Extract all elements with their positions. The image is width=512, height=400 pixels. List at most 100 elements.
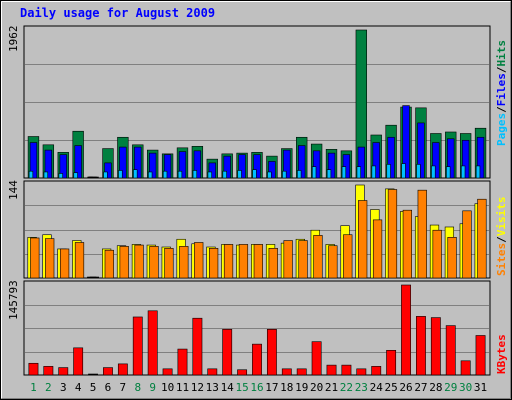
bar-files-day-9 xyxy=(149,152,157,179)
bar-kbytes-day-30 xyxy=(460,360,471,376)
bar-kbytes-day-23 xyxy=(356,368,367,376)
bar-sites-day-1 xyxy=(30,237,40,279)
bar-kbytes-day-2 xyxy=(43,366,54,376)
x-tick-label: 18 xyxy=(280,381,293,394)
bar-files-day-16 xyxy=(253,154,261,179)
bar-sites-day-13 xyxy=(209,247,219,279)
bar-sites-day-14 xyxy=(223,244,234,279)
bar-sites-day-24 xyxy=(372,219,383,279)
bar-pages-day-18 xyxy=(282,170,287,179)
bar-kbytes-day-25 xyxy=(386,350,397,376)
bar-files-day-13 xyxy=(208,162,216,179)
bar-files-day-25 xyxy=(387,136,395,179)
bar-sites-day-5 xyxy=(89,276,100,279)
bar-pages-day-2 xyxy=(43,171,49,179)
bar-files-day-18 xyxy=(283,149,291,179)
bar-pages-day-8 xyxy=(133,169,138,179)
bar-pages-day-3 xyxy=(58,173,63,179)
x-tick-label: 7 xyxy=(120,381,127,394)
bar-pages-day-17 xyxy=(267,171,272,179)
x-axis-labels: 1 2 3 4 5 6 7 8 9 10 11 12 13 14 15 16 17 18 19 20 21 22 23 24 2… xyxy=(30,381,487,394)
bar-kbytes-day-14 xyxy=(222,329,233,376)
x-tick-label: 24 xyxy=(370,381,384,394)
bar-kbytes-day-21 xyxy=(326,364,337,376)
x-tick-label: 10 xyxy=(161,381,174,394)
bar-pages-day-21 xyxy=(326,169,332,179)
bar-kbytes-day-9 xyxy=(147,310,158,376)
panel-visits-ymax-label: 144 xyxy=(7,180,20,200)
bar-pages-day-15 xyxy=(237,170,242,179)
bar-files-day-1 xyxy=(29,142,38,179)
bar-kbytes-day-3 xyxy=(58,367,69,376)
x-tick-label: 28 xyxy=(429,381,442,394)
bar-pages-day-20 xyxy=(311,166,317,179)
x-tick-label: 8 xyxy=(134,381,141,394)
bar-files-day-20 xyxy=(312,150,321,179)
bar-sites-day-10 xyxy=(164,247,174,279)
bar-files-day-23 xyxy=(357,146,365,179)
bar-kbytes-day-4 xyxy=(73,347,84,376)
bar-pages-day-4 xyxy=(73,172,78,179)
bar-sites-day-30 xyxy=(462,210,472,279)
bar-pages-day-27 xyxy=(416,164,421,179)
bar-files-day-15 xyxy=(238,154,246,179)
bar-kbytes-day-5 xyxy=(88,373,98,376)
bar-kbytes-day-11 xyxy=(177,348,188,376)
bar-files-day-7 xyxy=(119,146,127,179)
bar-files-day-10 xyxy=(163,154,172,179)
bar-files-day-17 xyxy=(268,161,276,179)
bar-files-day-19 xyxy=(298,145,306,179)
bar-sites-day-28 xyxy=(432,229,442,279)
x-tick-label: 30 xyxy=(459,381,472,394)
x-tick-label: 15 xyxy=(235,381,248,394)
bar-sites-day-6 xyxy=(104,249,114,279)
bar-sites-day-7 xyxy=(119,246,129,279)
legend-visits-sites: Sites/Visits xyxy=(495,197,508,277)
legend-sep: / xyxy=(495,236,508,243)
bar-sites-day-31 xyxy=(477,198,487,279)
bar-pages-day-6 xyxy=(103,171,108,179)
bar-kbytes-day-17 xyxy=(266,329,277,376)
bar-files-day-27 xyxy=(417,122,425,179)
x-tick-label: 26 xyxy=(399,381,412,394)
bar-sites-day-21 xyxy=(328,245,338,279)
bar-pages-day-19 xyxy=(297,170,302,179)
bar-pages-day-9 xyxy=(148,171,153,179)
bar-pages-day-14 xyxy=(222,170,227,179)
bar-sites-day-26 xyxy=(402,209,412,279)
bar-pages-day-31 xyxy=(475,165,481,179)
x-tick-label: 9 xyxy=(149,381,156,394)
bar-kbytes-day-12 xyxy=(192,317,203,376)
bar-kbytes-day-19 xyxy=(296,368,307,376)
bar-files-day-3 xyxy=(59,154,67,179)
bar-pages-day-10 xyxy=(162,170,168,179)
bar-kbytes-day-15 xyxy=(237,369,248,376)
legend-sep: / xyxy=(495,106,508,113)
x-tick-label: 23 xyxy=(355,381,368,394)
bar-kbytes-day-29 xyxy=(445,325,456,376)
bar-sites-day-17 xyxy=(268,247,278,279)
legend-visits: Visits xyxy=(495,197,508,237)
legend-sep: / xyxy=(495,66,508,73)
bar-pages-day-30 xyxy=(460,165,466,179)
x-tick-label: 13 xyxy=(206,381,219,394)
x-tick-label: 1 xyxy=(30,381,37,394)
bar-kbytes-day-24 xyxy=(371,366,382,376)
bar-sites-day-18 xyxy=(283,240,293,279)
bar-sites-day-9 xyxy=(149,246,159,279)
bar-kbytes-day-28 xyxy=(430,317,441,376)
bar-pages-day-28 xyxy=(431,165,436,179)
bar-files-day-26 xyxy=(402,105,410,179)
x-tick-label: 21 xyxy=(325,381,338,394)
bars xyxy=(27,29,487,376)
bar-kbytes-day-10 xyxy=(162,368,173,376)
bar-kbytes-day-8 xyxy=(132,316,143,376)
bar-pages-day-24 xyxy=(371,165,376,179)
x-tick-label: 29 xyxy=(444,381,457,394)
bar-files-day-29 xyxy=(447,138,455,179)
bar-kbytes-day-20 xyxy=(311,341,322,376)
bar-pages-day-29 xyxy=(446,166,451,179)
panel-kbytes-ymax-label: 145793 xyxy=(7,280,20,320)
bar-sites-day-22 xyxy=(343,234,353,279)
bar-sites-day-20 xyxy=(313,235,323,279)
